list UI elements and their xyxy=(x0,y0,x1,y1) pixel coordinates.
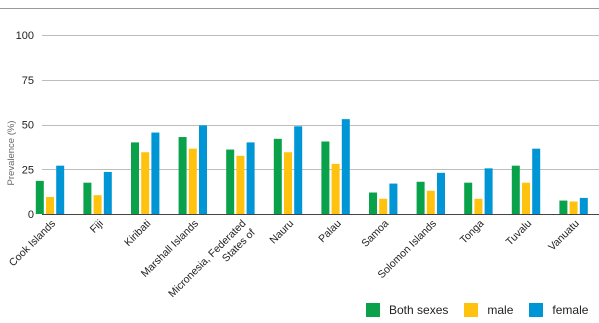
bar-male-kiribati xyxy=(141,152,150,214)
bar-both-sexes-nauru xyxy=(273,138,282,214)
bar-female-samoa xyxy=(389,183,398,214)
y-axis-label: Prevalence (%) xyxy=(6,121,17,186)
bar-male-samoa xyxy=(379,198,388,214)
x-tick-label: Samoa xyxy=(359,218,391,250)
bar-male-marshall-islands xyxy=(188,148,197,214)
bar-male-micronesia-federated-states-of xyxy=(236,155,245,214)
y-tick-label: 50 xyxy=(22,120,34,132)
bar-male-nauru xyxy=(284,152,292,214)
bar-both-sexes-tonga xyxy=(464,182,473,214)
legend-label: male xyxy=(487,303,514,317)
bar-female-kiribati xyxy=(151,132,160,214)
bar-female-palau xyxy=(341,119,350,214)
bar-both-sexes-tuvalu xyxy=(511,165,520,214)
bar-both-sexes-cook-islands xyxy=(35,180,44,214)
x-tick-label: Nauru xyxy=(267,218,296,247)
legend: Both sexes male female xyxy=(366,303,588,317)
legend-swatch xyxy=(366,303,380,317)
x-tick-label: Cook Islands xyxy=(7,218,58,269)
bar-male-cook-islands xyxy=(46,197,54,214)
bar-male-vanuatu xyxy=(569,201,578,214)
bar-both-sexes-vanuatu xyxy=(559,200,568,214)
bar-both-sexes-samoa xyxy=(369,192,377,214)
y-tick-label: 100 xyxy=(16,30,34,42)
legend-swatch xyxy=(529,303,544,317)
bar-both-sexes-fiji xyxy=(83,182,92,214)
bar-female-cook-islands xyxy=(56,165,65,214)
legend-label: female xyxy=(552,303,589,317)
x-tick-label: Palau xyxy=(316,218,344,246)
x-tick-label: Vanuatu xyxy=(546,218,582,254)
y-tick-label: 75 xyxy=(22,75,34,87)
bars xyxy=(35,119,588,214)
y-tick-label: 25 xyxy=(22,164,34,176)
y-tick-label: 0 xyxy=(28,209,34,221)
legend-item-male: male xyxy=(464,303,513,317)
bar-female-fiji xyxy=(103,171,112,214)
bar-male-tonga xyxy=(474,198,483,214)
x-tick-label: Tonga xyxy=(458,218,487,247)
bar-both-sexes-solomon-islands xyxy=(416,181,425,214)
x-tick-label: Kiribati xyxy=(122,218,153,249)
y-tick-labels: 0 25 50 75 100 xyxy=(16,30,34,221)
bar-female-micronesia-federated-states-of xyxy=(246,142,255,214)
bar-female-nauru xyxy=(294,126,303,214)
bar-female-solomon-islands xyxy=(437,172,445,214)
x-tick-label: Tuvalu xyxy=(504,218,535,249)
bar-male-tuvalu xyxy=(522,182,530,214)
x-tick-label: Fiji xyxy=(88,218,106,236)
legend-item-female: female xyxy=(529,303,588,317)
bar-both-sexes-marshall-islands xyxy=(178,137,187,214)
bar-female-tuvalu xyxy=(532,148,541,214)
bar-female-marshall-islands xyxy=(199,125,207,214)
bar-male-fiji xyxy=(93,195,102,214)
bar-both-sexes-kiribati xyxy=(131,142,139,214)
legend-label: Both sexes xyxy=(389,303,449,317)
legend-item-both-sexes: Both sexes xyxy=(366,303,448,317)
legend-swatch xyxy=(464,303,479,317)
bar-female-vanuatu xyxy=(579,197,588,214)
bar-male-palau xyxy=(331,163,340,214)
bar-female-tonga xyxy=(484,168,493,214)
bar-both-sexes-palau xyxy=(321,141,330,214)
bar-both-sexes-micronesia-federated-states-of xyxy=(226,149,235,214)
bar-male-solomon-islands xyxy=(426,190,435,214)
